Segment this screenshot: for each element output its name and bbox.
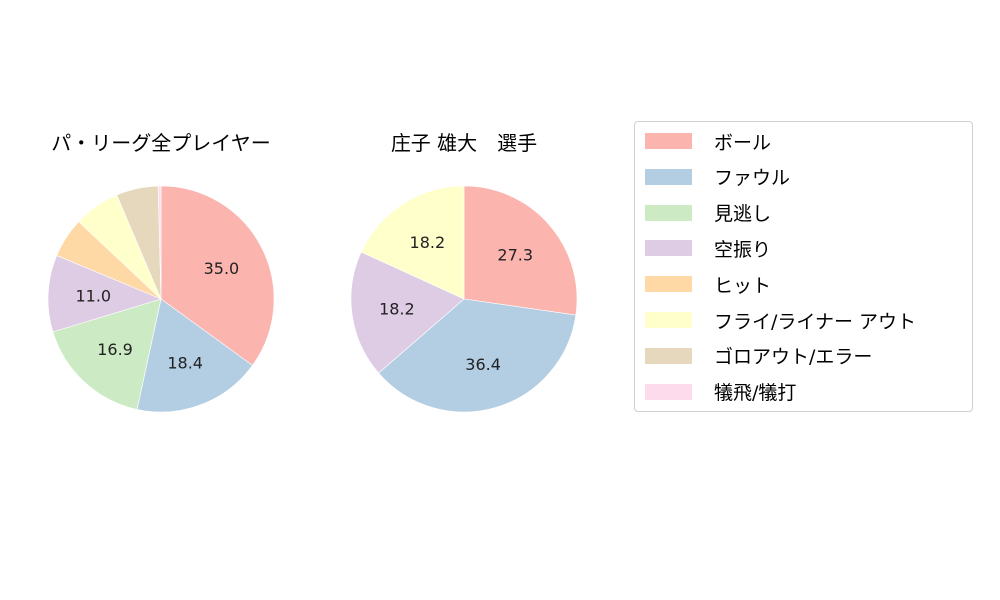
- pie-title-player: 庄子 雄大 選手: [390, 131, 538, 155]
- slice-label: 36.4: [465, 355, 501, 374]
- slice-label: 11.0: [75, 287, 111, 306]
- legend-swatch: [645, 347, 692, 364]
- pie-title-league: パ・リーグ全プレイヤー: [51, 131, 271, 155]
- legend-label: ファウル: [714, 167, 791, 190]
- legend-label: フライ/ライナー アウト: [714, 310, 917, 333]
- pie-slice: [52, 298, 162, 410]
- pie-slice: [47, 255, 162, 333]
- legend-swatch: [645, 383, 692, 400]
- legend-label: ボール: [714, 131, 772, 154]
- legend-swatch: [645, 240, 692, 257]
- pie-slice: [378, 298, 577, 413]
- legend-item: フライ/ライナー アウト: [645, 310, 916, 333]
- legend-item: ボール: [645, 131, 771, 154]
- pie-slice: [360, 185, 465, 300]
- legend-label: ゴロアウト/エラー: [714, 346, 873, 369]
- slice-label: 18.2: [410, 233, 446, 252]
- slice-label: 18.2: [379, 300, 415, 319]
- slice-label: 18.4: [167, 353, 203, 372]
- slice-label: 35.0: [204, 259, 240, 278]
- legend: ボールファウル見逃し空振りヒットフライ/ライナー アウト ゴロアウト/エラー 犠飛/…: [634, 121, 973, 412]
- legend-item: ゴロアウト/エラー: [645, 346, 872, 368]
- legend-item: ヒット: [645, 274, 771, 297]
- legend-swatch: [645, 133, 692, 149]
- slice-label: 27.3: [497, 246, 533, 265]
- pie-slice: [136, 298, 253, 413]
- pie-slice: [160, 185, 275, 366]
- pie-slice: [350, 251, 465, 374]
- legend-item: 空振り: [645, 238, 771, 261]
- legend-swatch: [645, 168, 692, 185]
- legend-label: ヒット: [714, 274, 772, 297]
- legend-label: 見逃し: [714, 203, 772, 226]
- slice-label: 16.9: [97, 340, 133, 359]
- pie-slice: [157, 185, 162, 300]
- pie-chart-league: 35.0 18.4 16.9 11.0: [47, 185, 275, 413]
- legend-item: 犠飛/犠打: [645, 382, 796, 404]
- legend-swatch: [645, 204, 692, 221]
- legend-label: 空振り: [714, 238, 772, 261]
- pie-slice: [463, 185, 578, 316]
- legend-swatch: [645, 276, 692, 293]
- pie-chart-player: 27.3 36.4 18.2 18.2: [350, 185, 578, 413]
- legend-swatch: [645, 312, 692, 328]
- legend-label: 犠飛/犠打: [714, 382, 797, 405]
- legend-item: 見逃し: [645, 203, 771, 225]
- legend-item: ファウル: [645, 167, 790, 189]
